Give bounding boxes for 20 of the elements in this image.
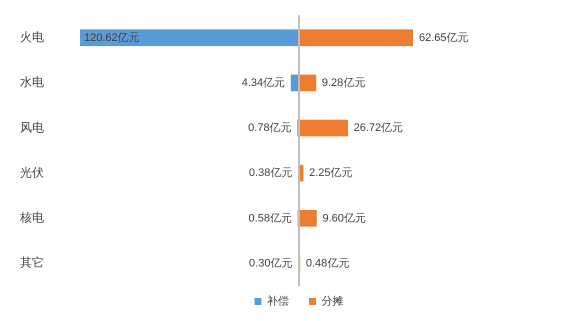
data-label: 0.48亿元 (306, 257, 350, 270)
data-label: 9.28亿元 (322, 76, 366, 89)
data-label: 120.62亿元 (84, 32, 140, 44)
legend-label: 分摊 (322, 296, 344, 308)
y-tick-label: 核电 (19, 210, 44, 225)
data-label: 0.30亿元 (249, 257, 292, 270)
data-label: 0.58亿元 (248, 212, 292, 224)
data-label: 0.78亿元 (248, 122, 292, 134)
data-label: 26.72亿元 (354, 122, 404, 134)
y-tick-label: 风电 (20, 120, 44, 134)
data-label: 9.60亿元 (322, 212, 366, 224)
y-tick-label: 水电 (20, 75, 44, 90)
y-tick-label: 其它 (20, 256, 44, 270)
y-tick-label: 光伏 (20, 165, 44, 180)
data-label: 2.25亿元 (309, 167, 353, 180)
data-label: 4.34亿元 (242, 76, 286, 89)
y-tick-label: 火电 (20, 30, 44, 44)
data-label: 62.65亿元 (419, 32, 469, 44)
legend-label: 补偿 (267, 294, 289, 308)
data-label: 0.38亿元 (248, 167, 292, 180)
